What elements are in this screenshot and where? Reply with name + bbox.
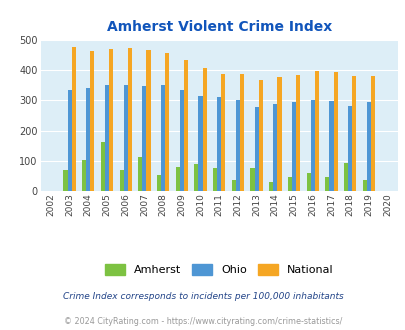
Bar xyxy=(269,182,273,191)
Bar xyxy=(71,47,76,191)
Bar xyxy=(109,49,113,191)
Bar xyxy=(343,163,347,191)
Bar xyxy=(324,177,328,191)
Bar xyxy=(213,168,217,191)
Bar xyxy=(310,100,314,191)
Bar xyxy=(67,90,71,191)
Bar xyxy=(183,60,188,191)
Bar xyxy=(119,170,124,191)
Bar xyxy=(287,178,291,191)
Bar xyxy=(295,75,299,191)
Legend: Amherst, Ohio, National: Amherst, Ohio, National xyxy=(101,261,336,279)
Bar xyxy=(63,170,67,191)
Bar xyxy=(90,51,94,191)
Bar xyxy=(347,106,352,191)
Title: Amherst Violent Crime Index: Amherst Violent Crime Index xyxy=(107,20,331,34)
Text: © 2024 CityRating.com - https://www.cityrating.com/crime-statistics/: © 2024 CityRating.com - https://www.city… xyxy=(64,317,341,326)
Bar xyxy=(231,180,235,191)
Bar xyxy=(221,74,225,191)
Bar xyxy=(194,164,198,191)
Bar xyxy=(142,86,146,191)
Bar xyxy=(86,88,90,191)
Bar xyxy=(328,101,333,191)
Bar xyxy=(138,157,142,191)
Bar xyxy=(306,173,310,191)
Bar xyxy=(179,90,183,191)
Bar xyxy=(291,102,295,191)
Text: Crime Index corresponds to incidents per 100,000 inhabitants: Crime Index corresponds to incidents per… xyxy=(62,292,343,301)
Bar xyxy=(100,142,104,191)
Bar xyxy=(198,96,202,191)
Bar xyxy=(161,85,165,191)
Bar xyxy=(250,168,254,191)
Bar xyxy=(254,107,258,191)
Bar xyxy=(366,102,370,191)
Bar xyxy=(124,84,128,191)
Bar xyxy=(362,180,366,191)
Bar xyxy=(217,97,221,191)
Bar xyxy=(165,53,169,191)
Bar xyxy=(128,48,132,191)
Bar xyxy=(333,72,337,191)
Bar xyxy=(175,167,179,191)
Bar xyxy=(157,175,161,191)
Bar xyxy=(352,76,356,191)
Bar xyxy=(258,80,262,191)
Bar xyxy=(370,76,374,191)
Bar xyxy=(235,100,239,191)
Bar xyxy=(239,74,243,191)
Bar xyxy=(82,159,86,191)
Bar xyxy=(104,84,109,191)
Bar xyxy=(277,77,281,191)
Bar xyxy=(314,71,318,191)
Bar xyxy=(273,104,277,191)
Bar xyxy=(146,50,150,191)
Bar xyxy=(202,68,206,191)
